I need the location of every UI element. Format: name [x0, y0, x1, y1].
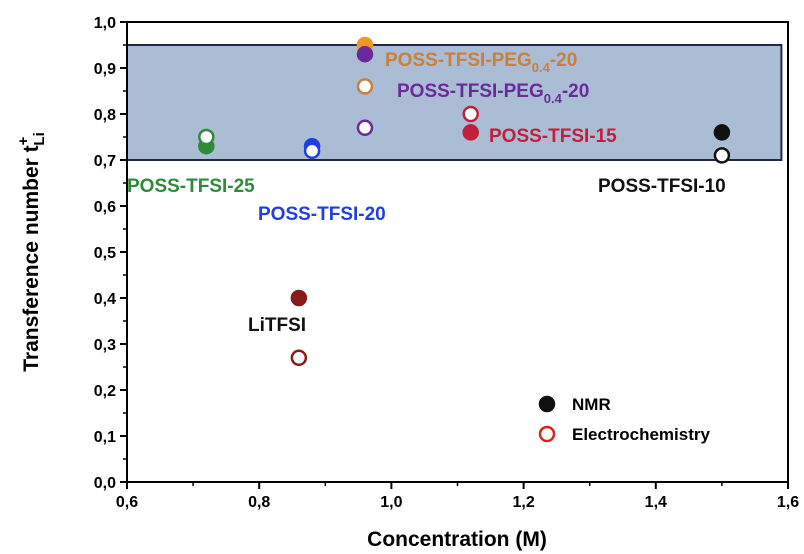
label-poss-tfsi-peg-orange: POSS-TFSI-PEG0.4-20	[385, 50, 577, 75]
data-point-electrochemistry	[462, 105, 479, 123]
data-point-electrochemistry	[356, 78, 374, 95]
y-tick-label: 0,5	[94, 245, 116, 262]
x-tick-label: 1,6	[777, 494, 799, 511]
data-point-electrochemistry	[290, 349, 308, 367]
x-tick-labels: 0,6 0,8 1,0 1,2 1,4 1,6	[116, 494, 799, 511]
legend-label-electrochemistry: Electrochemistry	[572, 425, 710, 444]
highlight-band	[126, 44, 783, 161]
legend-marker-nmr	[538, 395, 556, 413]
x-tick-label: 0,6	[116, 494, 138, 511]
data-point-nmr	[356, 45, 374, 63]
x-tick-label: 1,0	[380, 494, 402, 511]
data-points	[198, 36, 731, 367]
x-tick-label: 1,2	[512, 494, 534, 511]
legend-label-nmr: NMR	[572, 395, 611, 414]
x-tick-label: 1,4	[645, 494, 667, 511]
y-tick-label: 0,4	[94, 291, 116, 308]
data-point-electrochemistry	[356, 119, 374, 137]
label-poss-tfsi-25: POSS-TFSI-25	[127, 176, 255, 197]
data-point-nmr	[290, 289, 308, 307]
y-tick-labels: 0,0 0,1 0,2 0,3 0,4 0,5 0,6 0,7 0,8 0,9 1,0	[94, 15, 116, 492]
label-poss-tfsi-10: POSS-TFSI-10	[598, 176, 726, 197]
y-axis-title: Transference number t+Li	[15, 132, 48, 372]
data-point-nmr	[462, 124, 479, 141]
y-tick-label: 1,0	[94, 15, 116, 32]
x-axis-title: Concentration (M)	[367, 528, 547, 551]
label-litfsi: LiTFSI	[248, 315, 306, 336]
y-tick-label: 0,8	[94, 107, 116, 124]
y-tick-label: 0,0	[94, 475, 116, 492]
y-tick-label: 0,3	[94, 337, 116, 354]
label-poss-tfsi-20: POSS-TFSI-20	[258, 204, 386, 225]
y-tick-label: 0,6	[94, 199, 116, 216]
data-point-electrochemistry	[198, 128, 215, 146]
y-tick-label: 0,1	[94, 429, 116, 446]
label-poss-tfsi-peg-purple: POSS-TFSI-PEG0.4-20	[397, 81, 589, 106]
data-point-nmr	[713, 124, 731, 141]
data-point-electrochemistry	[303, 142, 321, 160]
x-tick-label: 0,8	[248, 494, 270, 511]
tick-marks	[120, 21, 789, 489]
y-tick-label: 0,2	[94, 383, 116, 400]
legend: NMR Electrochemistry	[538, 395, 710, 444]
label-poss-tfsi-15: POSS-TFSI-15	[489, 126, 617, 147]
y-tick-label: 0,9	[94, 61, 116, 78]
legend-marker-electrochemistry	[538, 425, 556, 443]
y-tick-label: 0,7	[94, 153, 116, 170]
data-point-electrochemistry	[713, 147, 731, 164]
